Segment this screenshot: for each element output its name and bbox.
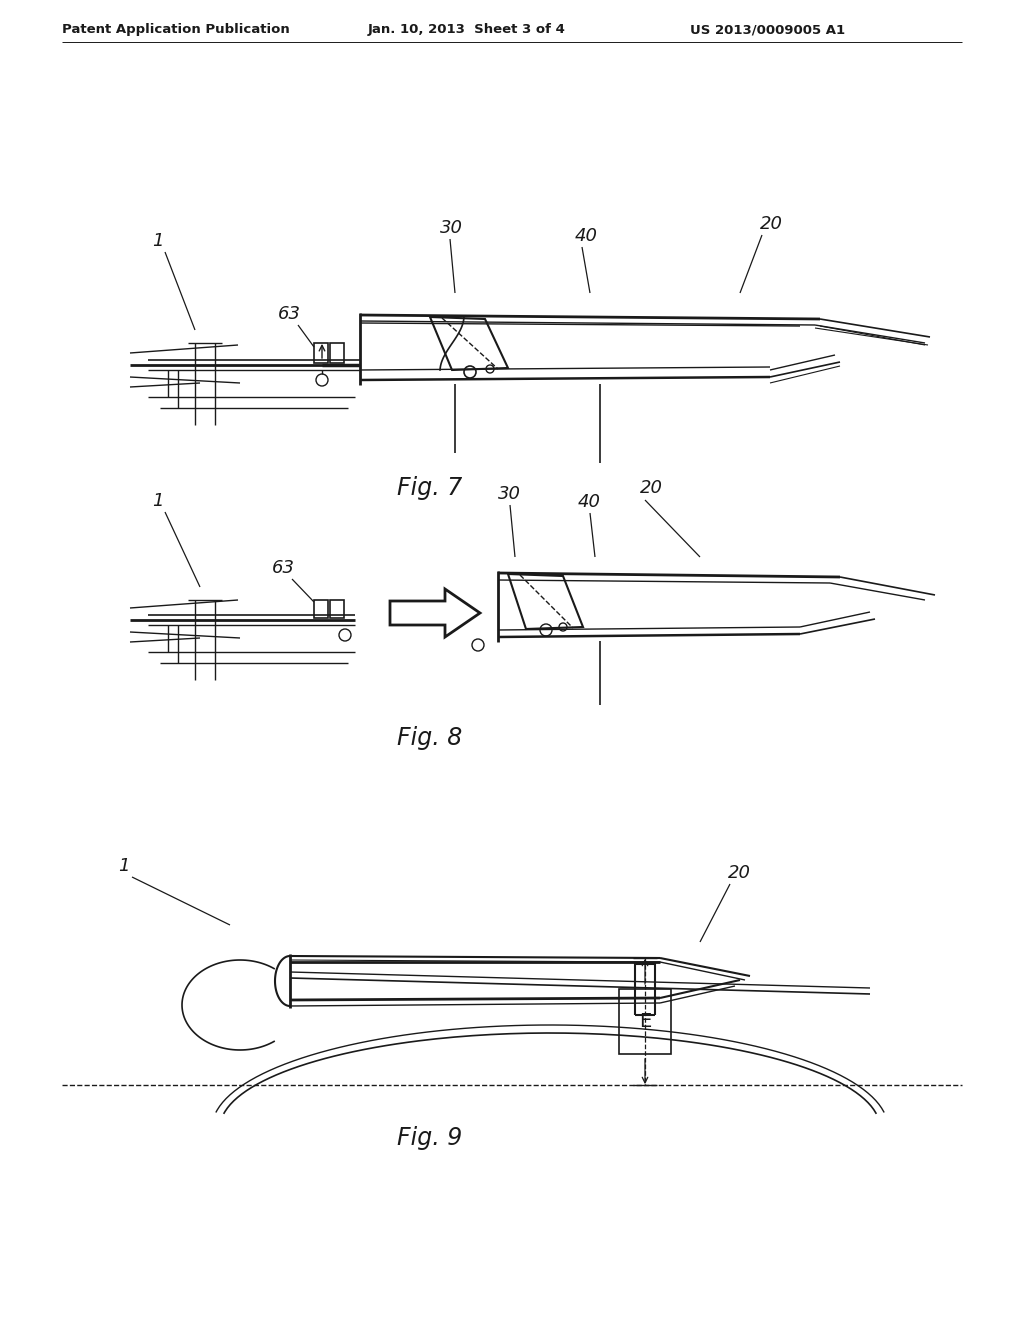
- Text: 30: 30: [440, 219, 463, 238]
- Text: 20: 20: [760, 215, 783, 234]
- Text: 20: 20: [640, 479, 663, 498]
- Bar: [330, 343, 344, 363]
- Bar: [314, 601, 328, 618]
- Text: 63: 63: [278, 305, 301, 323]
- Text: 20: 20: [728, 865, 751, 882]
- Text: 1: 1: [152, 232, 164, 249]
- Text: Fig. 8: Fig. 8: [397, 726, 463, 750]
- Text: 30: 30: [498, 484, 521, 503]
- Text: 40: 40: [578, 492, 601, 511]
- Text: Fig. 7: Fig. 7: [397, 477, 463, 500]
- Text: Fig. 9: Fig. 9: [397, 1126, 463, 1150]
- Text: 1: 1: [118, 857, 129, 875]
- Bar: [314, 343, 328, 363]
- Text: E: E: [639, 1012, 651, 1031]
- Bar: [618, 989, 671, 1053]
- Text: 40: 40: [575, 227, 598, 246]
- Text: 63: 63: [272, 558, 295, 577]
- Text: Jan. 10, 2013  Sheet 3 of 4: Jan. 10, 2013 Sheet 3 of 4: [368, 24, 566, 37]
- Text: US 2013/0009005 A1: US 2013/0009005 A1: [690, 24, 845, 37]
- Text: Patent Application Publication: Patent Application Publication: [62, 24, 290, 37]
- Bar: [330, 601, 344, 618]
- Text: 1: 1: [152, 492, 164, 510]
